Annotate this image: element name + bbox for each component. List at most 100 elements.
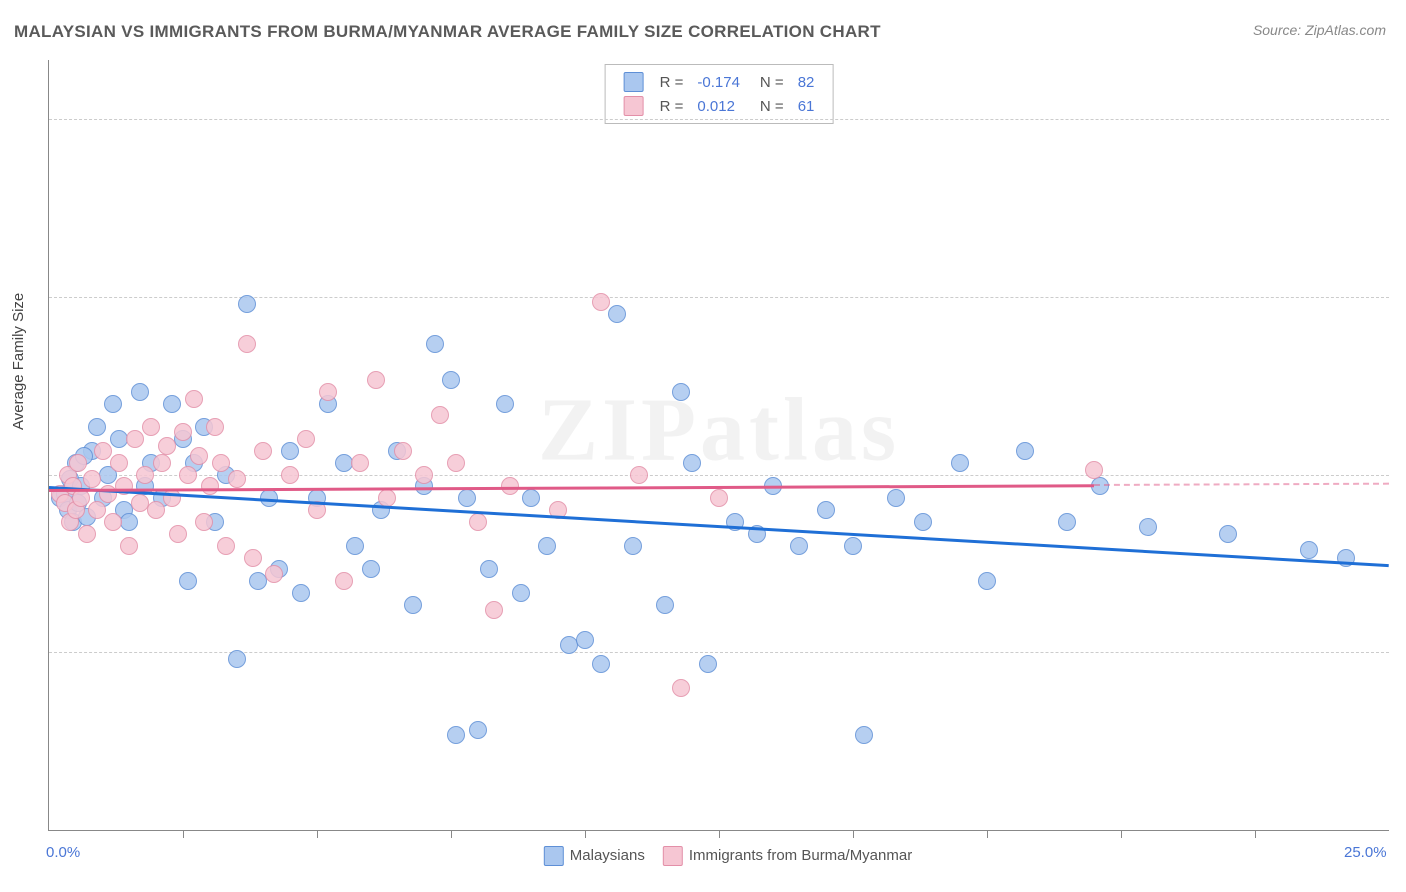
- data-point: [206, 418, 224, 436]
- data-point: [190, 447, 208, 465]
- data-point: [153, 454, 171, 472]
- data-point: [683, 454, 701, 472]
- data-point: [212, 454, 230, 472]
- data-point: [710, 489, 728, 507]
- data-point: [78, 525, 96, 543]
- data-point: [442, 371, 460, 389]
- data-point: [131, 383, 149, 401]
- data-point: [292, 584, 310, 602]
- data-point: [120, 537, 138, 555]
- data-point: [608, 305, 626, 323]
- data-point: [69, 454, 87, 472]
- data-point: [217, 537, 235, 555]
- data-point: [88, 501, 106, 519]
- data-point: [281, 466, 299, 484]
- data-point: [951, 454, 969, 472]
- data-point: [136, 466, 154, 484]
- data-point: [244, 549, 262, 567]
- data-point: [485, 601, 503, 619]
- data-point: [335, 572, 353, 590]
- gridline: [49, 119, 1389, 120]
- data-point: [83, 470, 101, 488]
- legend-swatch: [663, 846, 683, 866]
- data-point: [844, 537, 862, 555]
- data-point: [672, 383, 690, 401]
- data-point: [624, 537, 642, 555]
- data-point: [426, 335, 444, 353]
- data-point: [469, 513, 487, 531]
- x-tick: [987, 830, 988, 838]
- x-axis-min-label: 0.0%: [46, 844, 80, 861]
- data-point: [978, 572, 996, 590]
- data-point: [431, 406, 449, 424]
- data-point: [142, 418, 160, 436]
- data-point: [522, 489, 540, 507]
- data-point: [592, 293, 610, 311]
- data-point: [914, 513, 932, 531]
- data-point: [855, 726, 873, 744]
- data-point: [1016, 442, 1034, 460]
- data-point: [147, 501, 165, 519]
- data-point: [228, 470, 246, 488]
- legend-series-label: Malaysians: [570, 847, 645, 864]
- data-point: [404, 596, 422, 614]
- data-point: [496, 395, 514, 413]
- data-point: [120, 513, 138, 531]
- data-point: [174, 423, 192, 441]
- data-point: [1058, 513, 1076, 531]
- legend-swatch: [624, 96, 644, 116]
- source-attribution: Source: ZipAtlas.com: [1253, 22, 1386, 38]
- data-point: [88, 418, 106, 436]
- x-tick: [853, 830, 854, 838]
- y-tick-label: 3.50: [1397, 466, 1406, 483]
- data-point: [592, 655, 610, 673]
- data-point: [480, 560, 498, 578]
- data-point: [576, 631, 594, 649]
- data-point: [185, 390, 203, 408]
- data-point: [163, 395, 181, 413]
- y-axis-label: Average Family Size: [10, 293, 27, 430]
- legend-swatch: [624, 72, 644, 92]
- data-point: [297, 430, 315, 448]
- data-point: [1085, 461, 1103, 479]
- data-point: [367, 371, 385, 389]
- data-point: [158, 437, 176, 455]
- data-point: [179, 572, 197, 590]
- data-point: [346, 537, 364, 555]
- data-point: [512, 584, 530, 602]
- data-point: [630, 466, 648, 484]
- data-point: [201, 477, 219, 495]
- gridline: [49, 475, 1389, 476]
- data-point: [447, 726, 465, 744]
- data-point: [362, 560, 380, 578]
- x-tick: [317, 830, 318, 838]
- data-point: [254, 442, 272, 460]
- data-point: [1300, 541, 1318, 559]
- y-tick-label: 4.25: [1397, 288, 1406, 305]
- data-point: [238, 295, 256, 313]
- data-point: [656, 596, 674, 614]
- x-tick: [1121, 830, 1122, 838]
- data-point: [699, 655, 717, 673]
- x-axis-max-label: 25.0%: [1344, 844, 1387, 861]
- data-point: [538, 537, 556, 555]
- data-point: [447, 454, 465, 472]
- data-point: [126, 430, 144, 448]
- data-point: [351, 454, 369, 472]
- x-tick: [585, 830, 586, 838]
- data-point: [319, 383, 337, 401]
- chart-title: MALAYSIAN VS IMMIGRANTS FROM BURMA/MYANM…: [14, 22, 881, 42]
- data-point: [72, 489, 90, 507]
- plot-area: ZIPatlas R =-0.174N =82R =0.012N =61 Mal…: [48, 60, 1389, 831]
- data-point: [1219, 525, 1237, 543]
- data-point: [887, 489, 905, 507]
- data-point: [104, 513, 122, 531]
- gridline: [49, 652, 1389, 653]
- x-tick: [1255, 830, 1256, 838]
- watermark: ZIPatlas: [538, 378, 900, 481]
- data-point: [817, 501, 835, 519]
- legend-stats-row: R =-0.174N =82: [618, 71, 821, 93]
- x-tick: [451, 830, 452, 838]
- data-point: [790, 537, 808, 555]
- data-point: [110, 454, 128, 472]
